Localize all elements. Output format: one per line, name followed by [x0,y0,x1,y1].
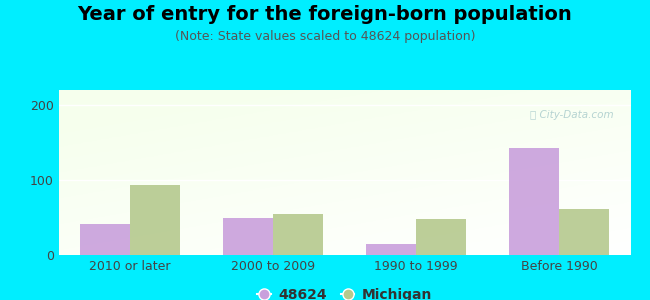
Bar [416,219,466,255]
Bar [509,148,559,255]
Bar [559,208,609,255]
Text: Year of entry for the foreign-born population: Year of entry for the foreign-born popul… [77,4,573,23]
Legend: 48624, Michigan: 48624, Michigan [252,282,437,300]
Bar [273,214,323,255]
Bar [130,185,180,255]
Bar [223,218,273,255]
Text: (Note: State values scaled to 48624 population): (Note: State values scaled to 48624 popu… [175,30,475,43]
Text: ⓘ City-Data.com: ⓘ City-Data.com [530,110,614,120]
Bar [80,224,130,255]
Bar [366,244,416,255]
